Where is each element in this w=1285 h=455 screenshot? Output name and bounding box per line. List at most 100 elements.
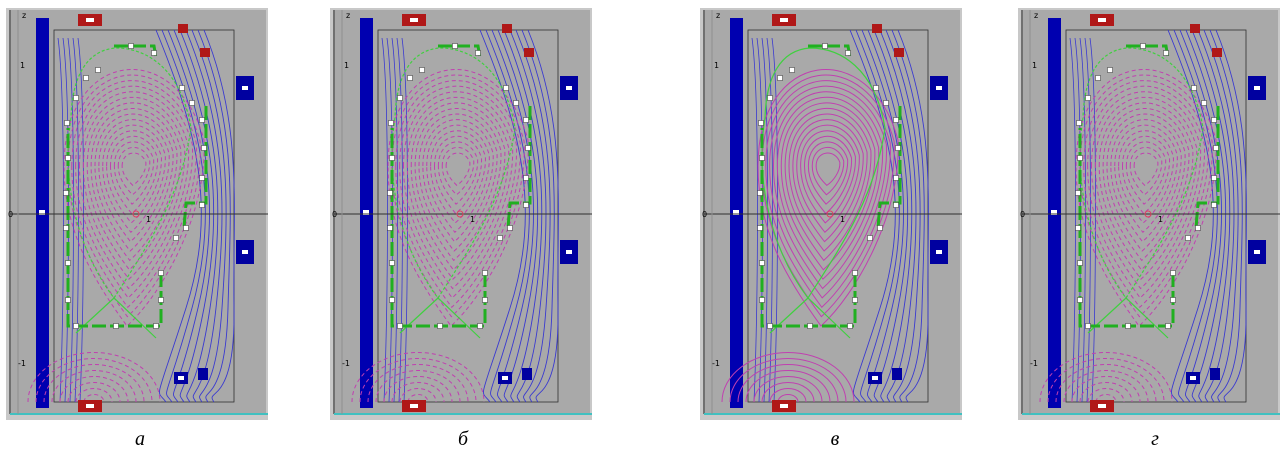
coil-top-left-marker: [86, 18, 94, 22]
magnetic-probe: [1095, 75, 1101, 81]
field-line: [173, 29, 215, 403]
axis-label-z: z: [1034, 11, 1038, 20]
magnetic-probe: [201, 145, 207, 151]
magnetic-probe: [1140, 43, 1146, 49]
magnetic-probe: [151, 50, 157, 56]
plasma-contour: [815, 152, 841, 187]
plasma-contour: [433, 135, 483, 215]
magnetic-probe: [63, 190, 69, 196]
plasma-contour: [1133, 152, 1159, 187]
magnetic-probe: [525, 145, 531, 151]
axis-label-z: z: [346, 11, 350, 20]
divertor-contour: [367, 364, 469, 403]
coil-upper-outer: [524, 48, 534, 57]
plasma-contour: [406, 96, 510, 280]
magnetic-probe: [1211, 202, 1217, 208]
magnetic-probe: [113, 323, 119, 329]
magnetic-probe: [73, 323, 79, 329]
magnetic-probe: [523, 117, 529, 123]
divertor-contour: [1095, 394, 1117, 403]
divertor-contour: [1063, 370, 1149, 403]
magnetic-probe: [513, 100, 519, 106]
tick-label-zero: 0: [332, 210, 337, 219]
tick-label-r-one: 1: [470, 215, 475, 224]
magnetic-probe: [83, 75, 89, 81]
magnetic-probe: [1211, 175, 1217, 181]
coil-outer-lower-marker: [1254, 250, 1260, 254]
field-line: [1185, 29, 1227, 403]
plasma-contour: [437, 141, 479, 205]
magnetic-probe: [1125, 323, 1131, 329]
divertor-contour: [1047, 358, 1165, 403]
plasma-contour: [67, 74, 201, 318]
magnetic-probe: [183, 225, 189, 231]
field-line: [191, 29, 227, 403]
tick-label-zero: 0: [8, 210, 13, 219]
coil-bottom-marker: [1098, 404, 1106, 408]
plasma-contour: [796, 124, 860, 233]
field-line-inner: [1089, 37, 1096, 403]
magnetic-probe: [482, 297, 488, 303]
plasma-contour: [441, 146, 475, 196]
plasma-contour: [765, 80, 891, 308]
magnetic-probe: [407, 75, 413, 81]
magnetic-probe: [877, 225, 883, 231]
plasma-contour: [414, 107, 502, 262]
divertor-contour: [753, 376, 823, 403]
divertor-contour: [375, 370, 461, 403]
magnetic-probe: [452, 43, 458, 49]
magnetic-probe: [767, 95, 773, 101]
plasma-contour: [418, 113, 498, 252]
coil-outer-lower-marker: [242, 250, 248, 254]
magnetic-probe: [199, 175, 205, 181]
coil-outer-upper-marker: [242, 86, 248, 90]
magnetic-probe: [847, 323, 853, 329]
field-line-inner: [391, 37, 398, 403]
magnetic-probe: [789, 67, 795, 73]
plasma-contour: [1106, 113, 1186, 252]
magnetic-probe: [1211, 117, 1217, 123]
panel-g: z 1 0 -1 1: [1018, 8, 1280, 420]
magnetic-probe: [389, 155, 395, 161]
divertor-contour: [761, 382, 815, 403]
coil-divertor-1-marker: [502, 376, 508, 380]
magnetic-probe: [822, 43, 828, 49]
plasma-contour: [395, 80, 521, 308]
field-line: [1215, 29, 1247, 403]
coil-divertor-2: [198, 368, 208, 380]
field-line-inner: [396, 37, 403, 403]
coil-bottom-marker: [86, 404, 94, 408]
plasma-contour: [391, 74, 525, 318]
solenoid-marker: [39, 210, 45, 215]
magnetic-probe: [1085, 323, 1091, 329]
coil-divertor-2: [522, 368, 532, 380]
magnetic-probe: [189, 100, 195, 106]
magnetic-probe: [1077, 260, 1083, 266]
field-line: [515, 29, 551, 403]
tick-label-minus-one: -1: [18, 359, 26, 368]
plasma-contour: [1079, 74, 1213, 318]
caption-v: в: [830, 428, 840, 450]
plasma-contour: [426, 124, 490, 233]
axis-label-z: z: [716, 11, 720, 20]
plasma-contour: [94, 113, 174, 252]
magnetic-probe: [1170, 297, 1176, 303]
coil-top-left-marker: [1098, 18, 1106, 22]
flux-region: [721, 29, 929, 403]
plasma-contour: [1102, 107, 1190, 262]
plasma-contour: [780, 102, 876, 271]
divertor-contour: [1079, 382, 1133, 403]
magnetic-probe: [758, 120, 764, 126]
magnetic-probe: [497, 235, 503, 241]
magnetic-probe: [128, 43, 134, 49]
coil-divertor-2: [892, 368, 902, 380]
divertor-contour: [399, 388, 437, 403]
plasma-contour: [784, 107, 872, 262]
field-line: [521, 29, 555, 403]
magnetic-probe: [1170, 270, 1176, 276]
plasma-contour: [82, 96, 186, 280]
magnetic-probe: [158, 270, 164, 276]
magnetic-probe: [389, 297, 395, 303]
flux-region: [351, 29, 559, 403]
flux-region: [27, 29, 235, 403]
